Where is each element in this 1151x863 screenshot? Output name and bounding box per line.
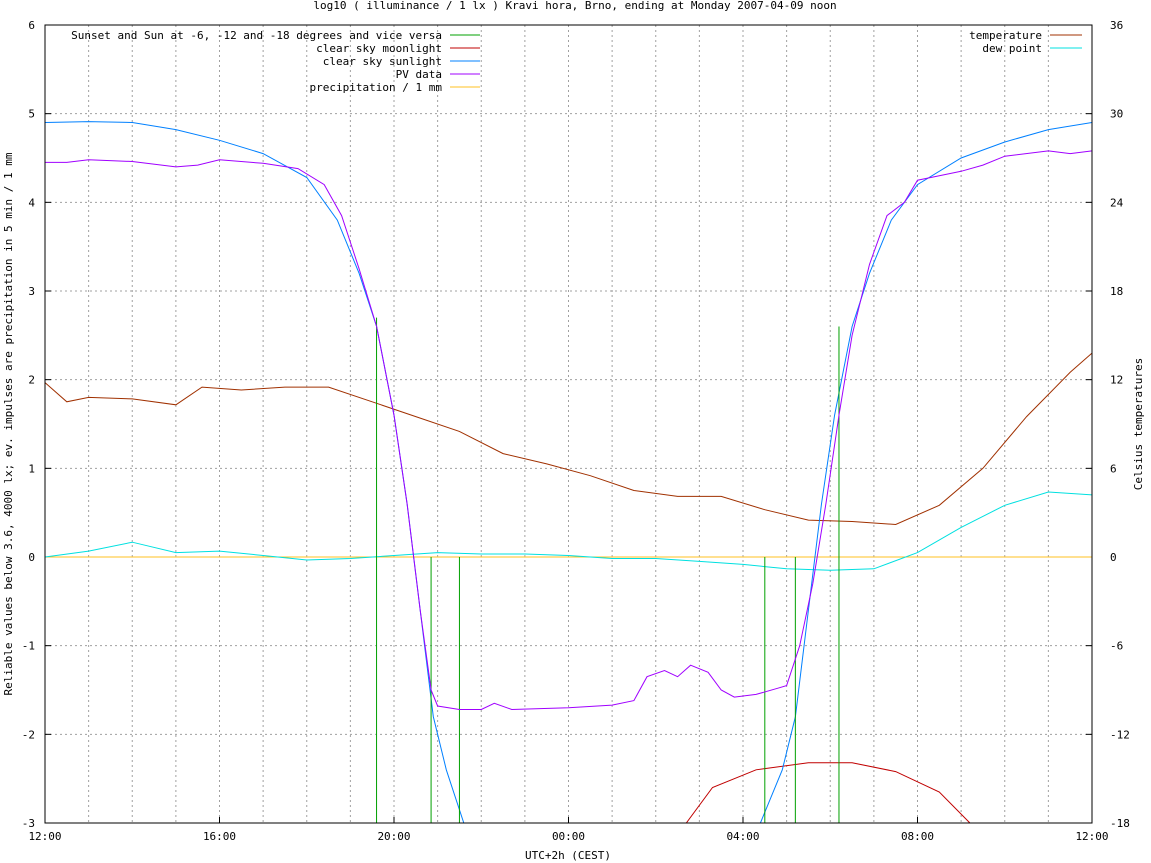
y2-tick-label: 18 xyxy=(1110,285,1123,298)
y-tick-label: 1 xyxy=(28,462,35,475)
x-tick-label: 16:00 xyxy=(203,830,236,843)
legend-label: clear sky sunlight xyxy=(323,55,442,68)
legend-label: temperature xyxy=(969,29,1042,42)
x-tick-label: 20:00 xyxy=(377,830,410,843)
x-axis-label: UTC+2h (CEST) xyxy=(525,849,611,862)
dew-point-line xyxy=(45,491,1092,571)
y2-tick-label: -6 xyxy=(1110,640,1123,653)
y-tick-label: -1 xyxy=(22,640,35,653)
x-tick-label: 12:00 xyxy=(1075,830,1108,843)
y-tick-label: 4 xyxy=(28,196,35,209)
y-tick-label: 0 xyxy=(28,551,35,564)
plot-frame xyxy=(44,24,1093,824)
legend-label: precipitation / 1 mm xyxy=(310,81,443,94)
y2-tick-label: 30 xyxy=(1110,108,1123,121)
y2-tick-label: 36 xyxy=(1110,19,1123,32)
x-tick-label: 08:00 xyxy=(901,830,934,843)
pv-data-line xyxy=(45,150,1092,711)
y-tick-label: -2 xyxy=(22,728,35,741)
y2-tick-label: 12 xyxy=(1110,374,1123,387)
y-tick-label: -3 xyxy=(22,817,35,830)
y2-tick-label: -18 xyxy=(1110,817,1130,830)
y2-tick-label: 0 xyxy=(1110,551,1117,564)
sunlight-line xyxy=(45,121,1092,823)
y-tick-label: 6 xyxy=(28,19,35,32)
temperature-line xyxy=(45,352,1092,526)
y2-tick-label: 24 xyxy=(1110,196,1124,209)
y2-tick-label: -12 xyxy=(1110,728,1130,741)
legend-label: Sunset and Sun at -6, -12 and -18 degree… xyxy=(71,29,442,42)
series xyxy=(45,121,1092,823)
x-tick-label: 04:00 xyxy=(726,830,759,843)
legend-label: dew point xyxy=(982,42,1042,55)
legend-label: clear sky moonlight xyxy=(316,42,442,55)
y-axis-label: Reliable values below 3.6, 4000 lx; ev. … xyxy=(2,152,15,695)
chart-title: log10 ( illuminance / 1 lx ) Kravi hora,… xyxy=(313,0,836,12)
legend: Sunset and Sun at -6, -12 and -18 degree… xyxy=(71,29,1082,94)
axis-ticks: 12:00 16:00 20:00 00:00 04:00 08:00 12:00-3-2-… xyxy=(22,19,1130,843)
x-tick-label: 00:00 xyxy=(552,830,585,843)
y-tick-label: 2 xyxy=(28,374,35,387)
y-tick-label: 5 xyxy=(28,108,35,121)
legend-label: PV data xyxy=(396,68,442,81)
moonlight-line xyxy=(685,762,971,823)
grid xyxy=(45,25,1092,823)
x-tick-label: 12:00 xyxy=(28,830,61,843)
y2-tick-label: 6 xyxy=(1110,462,1117,475)
y2-axis-label: Celsius temperatures xyxy=(1132,358,1145,490)
y-tick-label: 3 xyxy=(28,285,35,298)
